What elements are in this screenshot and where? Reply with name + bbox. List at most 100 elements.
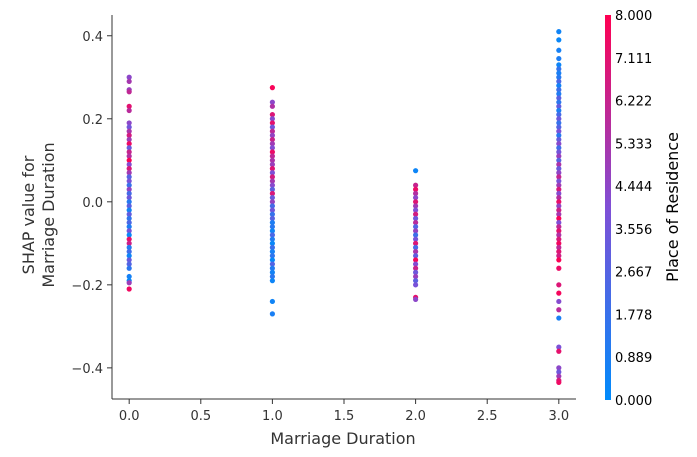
scatter-point — [126, 257, 132, 263]
scatter-point — [413, 190, 419, 197]
scatter-point — [269, 249, 275, 255]
x-axis-ticks: 0.0 0.5 1.0 1.5 2.0 2.5 3.0 — [119, 399, 569, 424]
scatter-point — [413, 224, 419, 230]
y-axis-title-line-1: SHAP value for — [19, 155, 38, 274]
scatter-point — [269, 99, 275, 105]
scatter-point — [126, 253, 132, 259]
scatter-point — [126, 273, 132, 280]
scatter-point — [413, 219, 419, 226]
scatter-point — [556, 95, 562, 101]
scatter-point — [126, 186, 132, 192]
scatter-point — [269, 236, 275, 242]
scatter-point — [126, 153, 132, 159]
scatter-point — [269, 141, 275, 147]
scatter-point — [556, 228, 562, 234]
scatter-point — [269, 240, 275, 246]
scatter-point — [269, 120, 275, 126]
colorbar-tick-label: 2.667 — [615, 266, 652, 281]
scatter-point — [556, 170, 562, 176]
scatter-point — [556, 240, 562, 246]
scatter-point — [413, 168, 419, 174]
scatter-point — [269, 170, 275, 176]
scatter-point — [126, 141, 132, 147]
scatter-point — [126, 74, 132, 80]
scatter-point — [126, 132, 132, 138]
scatter-point — [126, 211, 132, 217]
scatter-point — [556, 70, 562, 76]
scatter-point — [269, 182, 275, 188]
scatter-point — [269, 153, 275, 159]
scatter-point — [556, 99, 562, 105]
colorbar-tick-label: 1.778 — [615, 308, 652, 323]
scatter-point — [413, 203, 419, 209]
scatter-point — [126, 195, 132, 201]
scatter-point — [269, 161, 275, 168]
scatter-point — [556, 344, 562, 350]
scatter-point — [556, 74, 562, 80]
scatter-point — [556, 348, 562, 354]
scatter-point — [556, 153, 562, 159]
scatter-point — [556, 224, 562, 230]
scatter-point — [126, 228, 132, 234]
scatter-point — [269, 145, 275, 151]
scatter-point — [269, 103, 275, 109]
scatter-point — [126, 103, 132, 109]
scatter-point — [269, 273, 275, 280]
scatter-point — [269, 278, 275, 284]
scatter-point — [556, 182, 562, 188]
scatter-point — [269, 132, 275, 138]
y-axis-title-line-2: Marriage Duration — [39, 142, 58, 287]
scatter-point — [126, 207, 132, 213]
scatter-point — [126, 174, 132, 180]
scatter-point — [269, 265, 275, 271]
scatter-point — [126, 120, 132, 126]
colorbar-tick-label: 0.000 — [615, 394, 652, 409]
scatter-point — [126, 149, 132, 155]
scatter-point — [269, 253, 275, 259]
scatter-point — [126, 178, 132, 184]
scatter-point — [556, 91, 562, 97]
scatter-point — [556, 66, 562, 72]
scatter-point — [126, 236, 132, 242]
colorbar-tick-label: 7.111 — [615, 52, 652, 67]
scatter-point — [556, 47, 562, 53]
scatter-point — [126, 286, 132, 292]
y-axis-ticks: −0.4 −0.2 0.0 0.2 0.4 — [71, 30, 112, 377]
scatter-point — [556, 315, 562, 321]
scatter-point — [413, 257, 419, 263]
x-tick-label: 2.5 — [477, 409, 498, 424]
scatter-point — [269, 244, 275, 251]
scatter-point — [556, 215, 562, 222]
scatter-point — [126, 182, 132, 188]
scatter-point — [126, 224, 132, 230]
scatter-point — [126, 136, 132, 143]
scatter-point — [556, 265, 562, 271]
scatter-point — [556, 369, 562, 375]
y-axis-title: SHAP value for Marriage Duration — [19, 142, 58, 287]
scatter-point — [126, 219, 132, 226]
scatter-point — [556, 37, 562, 43]
x-tick-label: 1.5 — [334, 409, 355, 424]
scatter-point — [126, 203, 132, 209]
scatter-point — [556, 282, 562, 288]
x-tick-label: 1.0 — [262, 409, 283, 424]
scatter-point — [556, 365, 562, 371]
scatter-point — [556, 145, 562, 151]
y-tick-label: 0.0 — [82, 196, 103, 211]
scatter-point — [126, 161, 132, 168]
scatter-point — [126, 124, 132, 130]
scatter-point — [126, 157, 132, 163]
scatter-point — [556, 107, 562, 114]
scatter-point — [413, 296, 419, 302]
scatter-point — [413, 273, 419, 280]
scatter-point — [269, 124, 275, 130]
scatter-point — [556, 136, 562, 143]
scatter-point — [269, 211, 275, 217]
x-tick-label: 2.0 — [405, 409, 426, 424]
scatter-point — [413, 215, 419, 222]
scatter-point — [556, 244, 562, 251]
scatter-point — [413, 249, 419, 255]
colorbar-tick-label: 3.556 — [615, 223, 652, 238]
x-axis-title: Marriage Duration — [270, 429, 415, 448]
